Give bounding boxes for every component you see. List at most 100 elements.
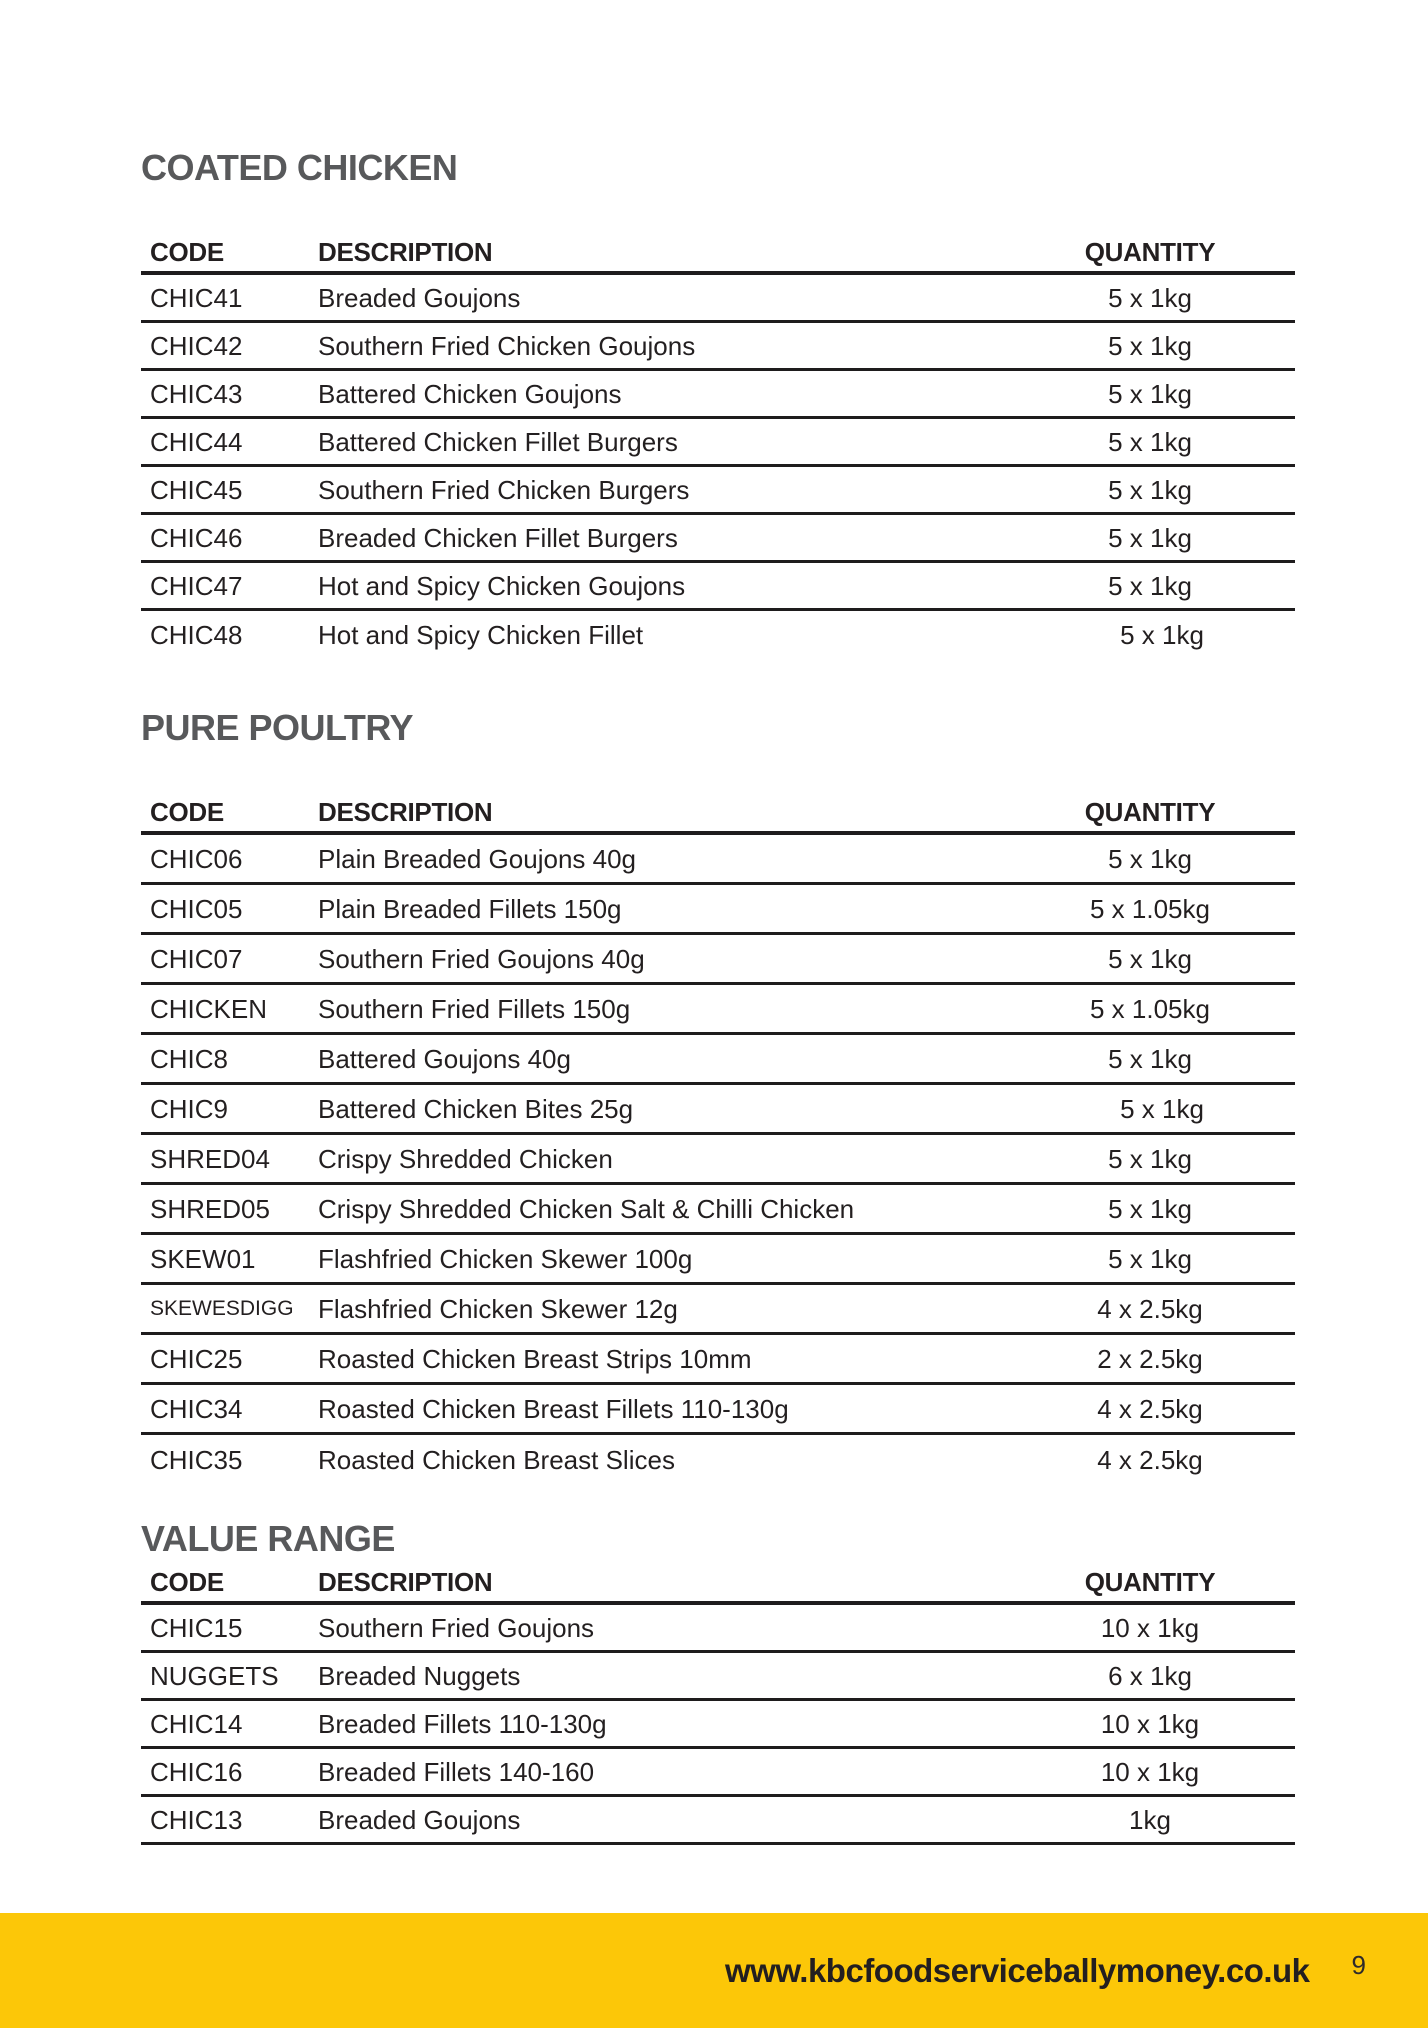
description-cell: Breaded Chicken Fillet Burgers [318,522,678,553]
table-row: SHRED04 Crispy Shredded Chicken 5 x 1kg [141,1135,1295,1185]
code-cell: SHRED04 [150,1143,270,1174]
description-cell: Southern Fried Goujons [318,1612,595,1643]
quantity-cell: 5 x 1kg [1108,378,1192,409]
quantity-cell: 6 x 1kg [1108,1660,1192,1691]
quantity-cell: 5 x 1.05kg [1090,993,1210,1024]
table-row: CHIC47 Hot and Spicy Chicken Goujons 5 x… [141,563,1295,611]
code-cell: CHIC43 [150,378,243,409]
quantity-cell: 4 x 2.5kg [1097,1393,1203,1424]
pure-poultry-table: CODE DESCRIPTION QUANTITY CHIC06 Plain B… [141,793,1295,1485]
table-row: CHIC48 Hot and Spicy Chicken Fillet 5 x … [141,611,1295,659]
description-cell: Flashfried Chicken Skewer 12g [318,1293,678,1324]
quantity-cell: 5 x 1kg [1108,330,1192,361]
description-cell: Plain Breaded Goujons 40g [318,843,637,874]
section-title: PURE POULTRY [141,707,414,748]
quantity-cell: 10 x 1kg [1100,1612,1200,1643]
section-value-range: VALUE RANGE CODE DESCRIPTION QUANTITY CH… [141,1519,1295,1845]
code-cell: CHIC41 [150,282,243,313]
code-cell: CHIC46 [150,522,243,553]
code-cell: CHIC06 [150,843,243,874]
code-cell: CHIC45 [150,474,243,505]
header-code: CODE [150,237,224,267]
description-cell: Roasted Chicken Breast Slices [318,1445,675,1475]
value-range-table: CODE DESCRIPTION QUANTITY CHIC15 Souther… [141,1563,1295,1845]
table-header-row: CODE DESCRIPTION QUANTITY [141,793,1295,835]
code-cell: CHIC05 [150,893,243,924]
code-cell: CHIC07 [150,943,243,974]
table-row: CHIC35 Roasted Chicken Breast Slices 4 x… [141,1435,1295,1485]
description-cell: Battered Goujons 40g [318,1043,571,1074]
table-row: CHIC16 Breaded Fillets 140-160 10 x 1kg [141,1749,1295,1797]
description-cell: Roasted Chicken Breast Strips 10mm [318,1343,752,1374]
header-quantity: QUANTITY [1084,1567,1216,1597]
quantity-cell: 5 x 1kg [1108,1143,1192,1174]
quantity-cell: 5 x 1kg [1120,1093,1204,1124]
description-cell: Breaded Nuggets [318,1660,521,1691]
section-title: COATED CHICKEN [141,147,458,188]
header-description: DESCRIPTION [318,797,493,827]
table-row: CHIC07 Southern Fried Goujons 40g 5 x 1k… [141,935,1295,985]
header-quantity: QUANTITY [1084,237,1216,267]
code-cell: SHRED05 [150,1193,270,1224]
description-cell: Battered Chicken Goujons [318,378,622,409]
code-cell: CHIC34 [150,1393,243,1424]
table-row: CHIC14 Breaded Fillets 110-130g 10 x 1kg [141,1701,1295,1749]
quantity-cell: 5 x 1kg [1108,1043,1192,1074]
coated-chicken-table: CODE DESCRIPTION QUANTITY CHIC41 Breaded… [141,233,1295,659]
quantity-cell: 5 x 1kg [1108,282,1192,313]
table-row: NUGGETS Breaded Nuggets 6 x 1kg [141,1653,1295,1701]
section-pure-poultry: PURE POULTRY CODE DESCRIPTION QUANTITY C… [141,708,1295,1485]
quantity-cell: 1kg [1129,1804,1171,1835]
table-row: CHIC46 Breaded Chicken Fillet Burgers 5 … [141,515,1295,563]
table-row: CHIC43 Battered Chicken Goujons 5 x 1kg [141,371,1295,419]
table-row: CHIC44 Battered Chicken Fillet Burgers 5… [141,419,1295,467]
description-cell: Hot and Spicy Chicken Fillet [318,620,644,650]
table-row: SKEWESDIGG Flashfried Chicken Skewer 12g… [141,1285,1295,1335]
description-cell: Flashfried Chicken Skewer 100g [318,1243,693,1274]
header-description: DESCRIPTION [318,237,493,267]
code-cell: CHICKEN [150,993,268,1024]
quantity-cell: 5 x 1kg [1108,943,1192,974]
description-cell: Battered Chicken Fillet Burgers [318,426,678,457]
section-coated-chicken: COATED CHICKEN CODE DESCRIPTION QUANTITY… [141,148,1295,659]
code-cell: CHIC8 [150,1043,229,1074]
quantity-cell: 5 x 1.05kg [1090,893,1210,924]
code-cell: CHIC44 [150,426,243,457]
table-row: SKEW01 Flashfried Chicken Skewer 100g 5 … [141,1235,1295,1285]
code-cell: CHIC42 [150,330,243,361]
description-cell: Battered Chicken Bites 25g [318,1093,634,1124]
code-cell: SKEW01 [150,1243,256,1274]
code-cell: NUGGETS [150,1660,279,1691]
quantity-cell: 5 x 1kg [1108,474,1192,505]
table-row: CHICKEN Southern Fried Fillets 150g 5 x … [141,985,1295,1035]
quantity-cell: 4 x 2.5kg [1097,1445,1203,1475]
quantity-cell: 5 x 1kg [1108,522,1192,553]
table-row: CHIC25 Roasted Chicken Breast Strips 10m… [141,1335,1295,1385]
table-row: CHIC9 Battered Chicken Bites 25g 5 x 1kg [141,1085,1295,1135]
quantity-cell: 5 x 1kg [1108,1193,1192,1224]
description-cell: Southern Fried Goujons 40g [318,943,645,974]
quantity-cell: 10 x 1kg [1100,1708,1200,1739]
description-cell: Southern Fried Fillets 150g [318,993,631,1024]
header-code: CODE [150,1567,224,1597]
description-cell: Hot and Spicy Chicken Goujons [318,570,686,601]
description-cell: Crispy Shredded Chicken [318,1143,613,1174]
table-row: CHIC45 Southern Fried Chicken Burgers 5 … [141,467,1295,515]
code-cell: CHIC13 [150,1804,243,1835]
footer-website-link[interactable]: www.kbcfoodserviceballymoney.co.uk [725,1951,1310,1989]
quantity-cell: 5 x 1kg [1108,426,1192,457]
table-row: CHIC42 Southern Fried Chicken Goujons 5 … [141,323,1295,371]
table-row: CHIC8 Battered Goujons 40g 5 x 1kg [141,1035,1295,1085]
table-row: CHIC15 Southern Fried Goujons 10 x 1kg [141,1605,1295,1653]
table-row: CHIC05 Plain Breaded Fillets 150g 5 x 1.… [141,885,1295,935]
table-row: CHIC06 Plain Breaded Goujons 40g 5 x 1kg [141,835,1295,885]
table-header-row: CODE DESCRIPTION QUANTITY [141,1563,1295,1605]
code-cell: CHIC48 [150,620,243,650]
header-code: CODE [150,797,224,827]
footer-bar: www.kbcfoodserviceballymoney.co.uk 9 [0,1913,1428,2028]
table-header-row: CODE DESCRIPTION QUANTITY [141,233,1295,275]
code-cell: CHIC9 [150,1093,229,1124]
description-cell: Southern Fried Chicken Goujons [318,330,696,361]
code-cell: CHIC14 [150,1708,243,1739]
table-row: CHIC41 Breaded Goujons 5 x 1kg [141,275,1295,323]
